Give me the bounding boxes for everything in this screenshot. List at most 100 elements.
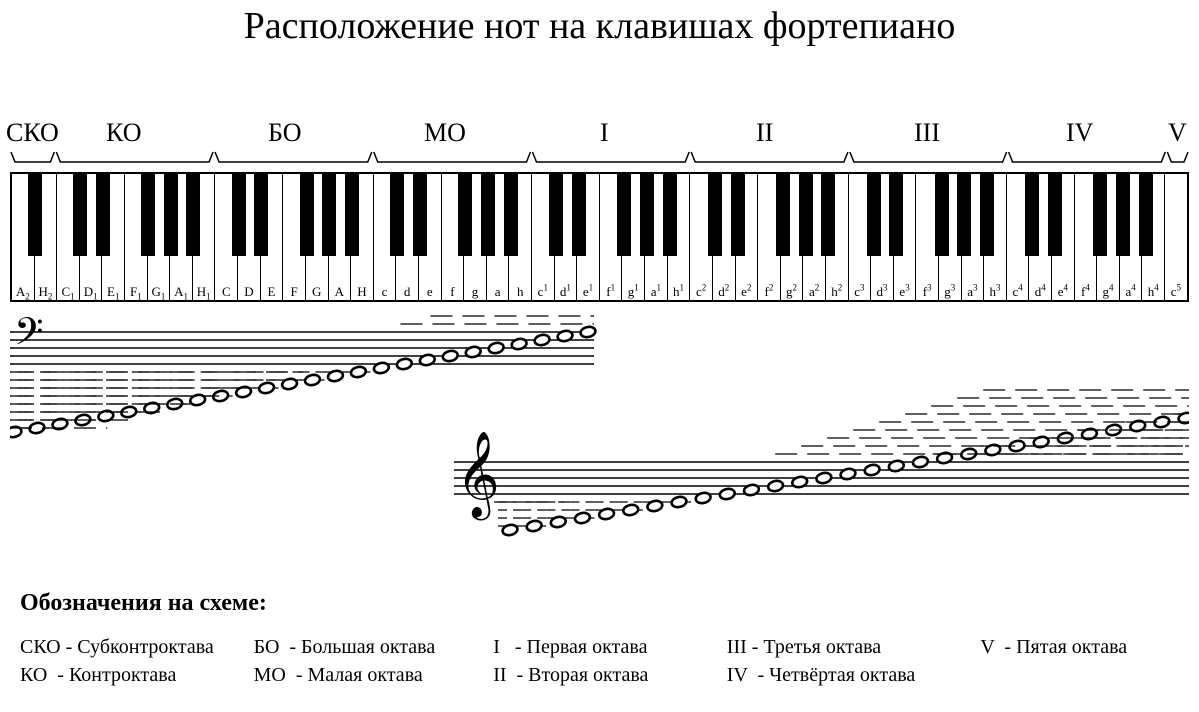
legend-item: V - Пятая октава	[980, 633, 1180, 661]
key-label: d	[396, 285, 418, 298]
white-key: H1	[193, 174, 216, 300]
key-label: g1	[622, 285, 644, 298]
white-key: f1	[600, 174, 623, 300]
key-label: a1	[645, 285, 667, 298]
key-label: E1	[102, 285, 124, 298]
legend-item: IV - Четвёртая октава	[727, 661, 977, 689]
octave-label: I	[600, 118, 609, 148]
piano-keyboard: A2H2C1D1E1F1G1A1H1CDEFGAHcdefgahc1d1e1f1…	[10, 172, 1189, 302]
legend-item: I - Первая октава	[493, 633, 723, 661]
key-label: A2	[12, 285, 34, 298]
white-key: g2	[781, 174, 804, 300]
key-label: d1	[555, 285, 577, 298]
white-key: F	[283, 174, 306, 300]
white-key: h4	[1142, 174, 1165, 300]
white-key: f4	[1075, 174, 1098, 300]
octave-label: II	[756, 118, 773, 148]
white-key: g1	[622, 174, 645, 300]
key-label: a3	[962, 285, 984, 298]
white-key: f3	[916, 174, 939, 300]
white-key: h	[509, 174, 532, 300]
key-label: c1	[532, 285, 554, 298]
key-label: e1	[577, 285, 599, 298]
key-label: a2	[803, 285, 825, 298]
white-key: c1	[532, 174, 555, 300]
key-label: E	[261, 285, 283, 298]
legend-item: МО - Малая октава	[254, 661, 490, 689]
white-key: a4	[1120, 174, 1143, 300]
white-key: G1	[148, 174, 171, 300]
white-key: d	[396, 174, 419, 300]
white-key: g3	[939, 174, 962, 300]
white-key: f	[442, 174, 465, 300]
key-label: e4	[1052, 285, 1074, 298]
white-key: a3	[962, 174, 985, 300]
white-key: e	[419, 174, 442, 300]
white-key: C1	[57, 174, 80, 300]
octave-brackets	[0, 150, 1199, 170]
white-key: d1	[555, 174, 578, 300]
key-label: F1	[125, 285, 147, 298]
key-label: g	[464, 285, 486, 298]
key-label: c	[374, 285, 396, 298]
octave-label: БО	[268, 118, 302, 148]
legend-column: БО - Большая октаваМО - Малая октава	[254, 633, 490, 689]
white-key: c3	[849, 174, 872, 300]
legend-item: II - Вторая октава	[493, 661, 723, 689]
octave-label: СКО	[6, 118, 59, 148]
white-key: G	[306, 174, 329, 300]
octave-label: КО	[106, 118, 141, 148]
white-key: e4	[1052, 174, 1075, 300]
key-label: H	[351, 285, 373, 298]
octave-label: III	[914, 118, 940, 148]
key-label: A	[329, 285, 351, 298]
legend-title: Обозначения на схеме:	[20, 590, 1180, 617]
legend-column: I - Первая октаваII - Вторая октава	[493, 633, 723, 689]
legend-column: V - Пятая октава	[980, 633, 1180, 689]
white-key: d2	[713, 174, 736, 300]
key-label: f4	[1075, 285, 1097, 298]
svg-text:𝄞: 𝄞	[456, 433, 500, 521]
key-label: c5	[1165, 285, 1187, 298]
key-label: a	[487, 285, 509, 298]
key-label: g4	[1097, 285, 1119, 298]
octave-labels: СКОКОБОМОIIIIIIIVV	[0, 118, 1199, 146]
key-label: D	[238, 285, 260, 298]
legend-item: III - Третья октава	[727, 633, 977, 661]
key-label: d4	[1029, 285, 1051, 298]
key-label: D1	[80, 285, 102, 298]
key-label: A1	[170, 285, 192, 298]
page-title: Расположение нот на клавишах фортепиано	[0, 0, 1199, 48]
key-label: f3	[916, 285, 938, 298]
key-label: f	[442, 285, 464, 298]
key-label: C1	[57, 285, 79, 298]
white-key: E1	[102, 174, 125, 300]
white-key: H2	[35, 174, 58, 300]
white-key: D	[238, 174, 261, 300]
key-label: H2	[35, 285, 57, 298]
svg-text:𝄢: 𝄢	[14, 311, 44, 362]
white-key: c5	[1165, 174, 1187, 300]
white-key: e3	[894, 174, 917, 300]
key-label: f2	[758, 285, 780, 298]
white-key: g	[464, 174, 487, 300]
key-label: h	[509, 285, 531, 298]
white-key: A1	[170, 174, 193, 300]
key-label: f1	[600, 285, 622, 298]
key-label: G1	[148, 285, 170, 298]
legend-item: СКО - Субконтроктава	[20, 633, 250, 661]
key-label: c3	[849, 285, 871, 298]
white-key: D1	[80, 174, 103, 300]
white-key: e2	[736, 174, 759, 300]
white-key: f2	[758, 174, 781, 300]
white-key: h1	[668, 174, 691, 300]
key-label: g3	[939, 285, 961, 298]
white-key: A	[329, 174, 352, 300]
white-key: F1	[125, 174, 148, 300]
white-key: c	[374, 174, 397, 300]
key-label: d3	[871, 285, 893, 298]
white-key: a	[487, 174, 510, 300]
white-key: H	[351, 174, 374, 300]
white-key: a1	[645, 174, 668, 300]
white-key: a2	[803, 174, 826, 300]
